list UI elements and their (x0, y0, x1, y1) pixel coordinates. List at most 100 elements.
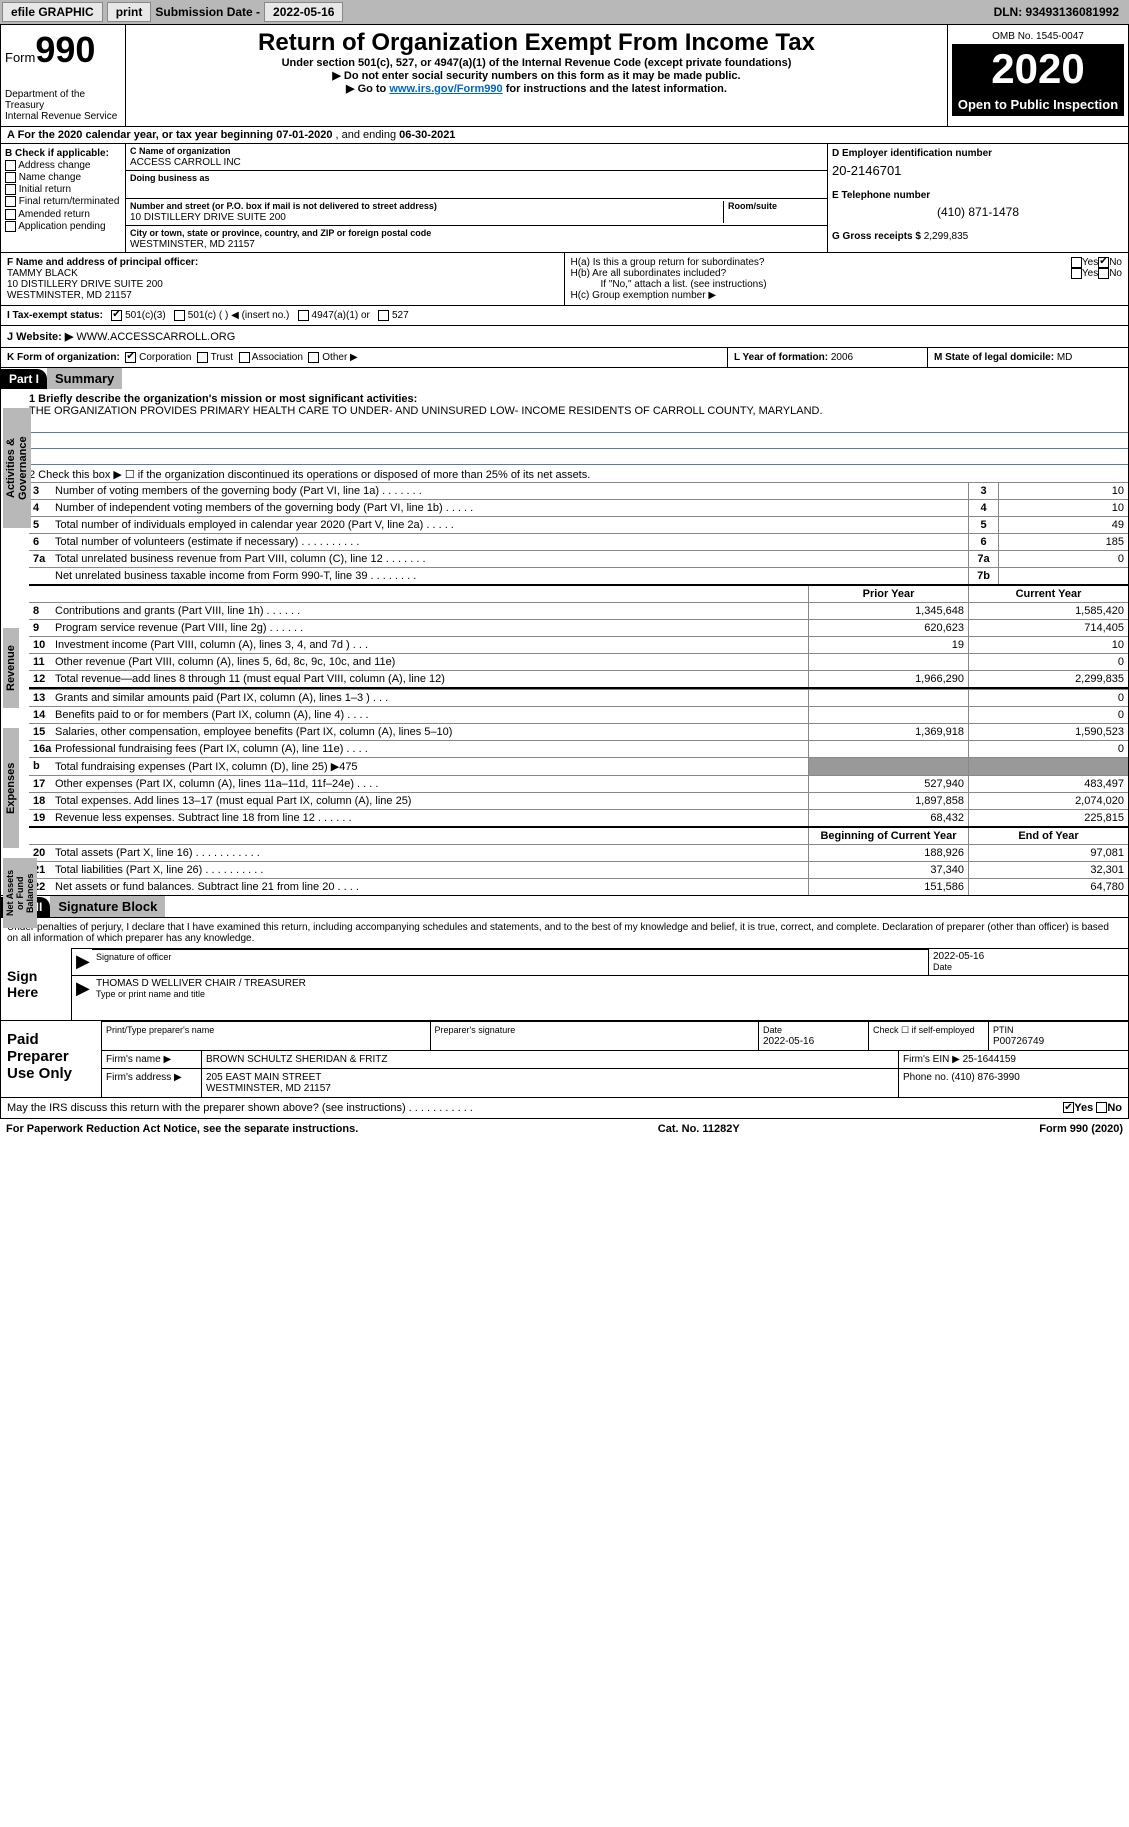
financial-row: 17Other expenses (Part IX, column (A), l… (29, 775, 1128, 792)
financial-row: 9Program service revenue (Part VIII, lin… (29, 619, 1128, 636)
officer-name-title: THOMAS D WELLIVER CHAIR / TREASURER (96, 978, 306, 989)
checkbox-item[interactable]: Application pending (5, 221, 121, 232)
irs-yes-checkbox[interactable] (1063, 1102, 1074, 1113)
prep-sig-label: Preparer's signature (435, 1025, 516, 1035)
firm-addr2: WESTMINSTER, MD 21157 (206, 1083, 331, 1094)
prior-year-hdr: Prior Year (808, 586, 968, 602)
submission-date-label: Submission Date - (155, 5, 260, 19)
open-inspection: Open to Public Inspection (952, 93, 1124, 116)
irs-no-checkbox[interactable] (1096, 1102, 1107, 1113)
opt-501c3: 501(c)(3) (125, 310, 166, 321)
telephone-value: (410) 871-1478 (832, 205, 1124, 219)
yes-label: Yes (1082, 257, 1098, 268)
part1-header: Part I (1, 369, 47, 389)
no-label: No (1109, 257, 1122, 268)
hb-no-checkbox[interactable] (1098, 268, 1109, 279)
form-org-label: K Form of organization: (7, 352, 120, 363)
ha-label: H(a) Is this a group return for subordin… (571, 257, 1071, 268)
firm-ein: 25-1644159 (963, 1054, 1016, 1065)
gross-receipts-label: G Gross receipts $ (832, 231, 924, 242)
no-label-2: No (1109, 268, 1122, 279)
opt-corp: Corporation (139, 352, 191, 363)
form-footer: Form 990 (2020) (1039, 1123, 1123, 1135)
section-bcd: B Check if applicable: Address change Na… (0, 144, 1129, 253)
501c-checkbox[interactable] (174, 310, 185, 321)
checkbox-item[interactable]: Amended return (5, 209, 121, 220)
firm-ein-label: Firm's EIN ▶ (903, 1054, 963, 1065)
financial-row: 11Other revenue (Part VIII, column (A), … (29, 653, 1128, 670)
ptin-value: P00726749 (993, 1036, 1044, 1047)
527-checkbox[interactable] (378, 310, 389, 321)
row-f-h: F Name and address of principal officer:… (0, 253, 1129, 306)
eoy-hdr: End of Year (968, 828, 1128, 844)
self-employed-label: Check ☐ if self-employed (868, 1022, 988, 1050)
ha-yes-checkbox[interactable] (1071, 257, 1082, 268)
summary-row: 5Total number of individuals employed in… (29, 516, 1128, 533)
corp-checkbox[interactable] (125, 352, 136, 363)
tab-expenses: Expenses (3, 728, 19, 848)
trust-checkbox[interactable] (197, 352, 208, 363)
header-bar: efile GRAPHIC print Submission Date - 20… (0, 0, 1129, 24)
line-a-pre: A For the 2020 calendar year, or tax yea… (7, 129, 276, 141)
hb-label: H(b) Are all subordinates included? (571, 268, 1071, 279)
tax-exempt-label: I Tax-exempt status: (7, 310, 103, 321)
checkbox-item[interactable]: Final return/terminated (5, 196, 121, 207)
part2-title: Signature Block (50, 896, 165, 917)
checkbox-item[interactable]: Name change (5, 172, 121, 183)
firm-addr-label: Firm's address ▶ (101, 1069, 201, 1097)
checkbox-item[interactable]: Initial return (5, 184, 121, 195)
financial-row: 21Total liabilities (Part X, line 26) . … (29, 861, 1128, 878)
yes-label-2: Yes (1082, 268, 1098, 279)
print-button[interactable]: print (107, 2, 152, 22)
checkbox-item[interactable]: Address change (5, 160, 121, 171)
ein-value: 20-2146701 (832, 163, 1124, 178)
submission-date: 2022-05-16 (264, 2, 343, 22)
form-label: Form (5, 50, 35, 65)
domicile-label: M State of legal domicile: (934, 352, 1057, 363)
street-address: 10 DISTILLERY DRIVE SUITE 200 (130, 212, 286, 223)
financial-row: 20Total assets (Part X, line 16) . . . .… (29, 844, 1128, 861)
website-label: J Website: ▶ (7, 331, 76, 343)
opt-assoc: Association (252, 352, 303, 363)
ha-no-checkbox[interactable] (1098, 257, 1109, 268)
hb-yes-checkbox[interactable] (1071, 268, 1082, 279)
arrow-icon: ▶ (72, 949, 92, 975)
form-header: Form990 Department of the Treasury Inter… (0, 24, 1129, 127)
dln: DLN: 93493136081992 (994, 5, 1127, 19)
financial-row: 22Net assets or fund balances. Subtract … (29, 878, 1128, 895)
sig-officer-label: Signature of officer (96, 952, 171, 962)
501c3-checkbox[interactable] (111, 310, 122, 321)
form-number: 990 (35, 29, 95, 70)
opt-4947: 4947(a)(1) or (312, 310, 370, 321)
arrow-icon: ▶ (72, 976, 92, 1002)
assoc-checkbox[interactable] (239, 352, 250, 363)
part-2: Part IISignature Block (0, 896, 1129, 918)
firm-name: BROWN SCHULTZ SHERIDAN & FRITZ (201, 1051, 898, 1068)
year-formation-label: L Year of formation: (734, 352, 831, 363)
line-a-mid: , and ending (332, 129, 399, 141)
pra-notice: For Paperwork Reduction Act Notice, see … (6, 1123, 358, 1135)
opt-trust: Trust (211, 352, 233, 363)
officer-addr2: WESTMINSTER, MD 21157 (7, 290, 132, 301)
line1-label: 1 Briefly describe the organization's mi… (29, 393, 417, 405)
part-1: Part ISummary Activities & Governance Re… (0, 368, 1129, 896)
hc-label: H(c) Group exemption number ▶ (571, 290, 1123, 301)
prep-date-label: Date (763, 1025, 782, 1035)
website-value: WWW.ACCESSCARROLL.ORG (76, 331, 235, 343)
mission-text: THE ORGANIZATION PROVIDES PRIMARY HEALTH… (29, 405, 823, 417)
phone-label: Phone no. (903, 1072, 951, 1083)
paid-preparer-label: Paid Preparer Use Only (1, 1021, 101, 1097)
4947-checkbox[interactable] (298, 310, 309, 321)
financial-row: 12Total revenue—add lines 8 through 11 (… (29, 670, 1128, 687)
line-a: A For the 2020 calendar year, or tax yea… (0, 127, 1129, 144)
irs-link[interactable]: www.irs.gov/Form990 (389, 83, 502, 95)
tax-year-begin: 07-01-2020 (276, 129, 332, 141)
financial-row: bTotal fundraising expenses (Part IX, co… (29, 757, 1128, 775)
summary-row: 7aTotal unrelated business revenue from … (29, 550, 1128, 567)
prep-date: 2022-05-16 (763, 1036, 814, 1047)
link-suffix: for instructions and the latest informat… (503, 83, 727, 95)
other-checkbox[interactable] (308, 352, 319, 363)
opt-501c: 501(c) ( ) ◀ (insert no.) (188, 310, 290, 321)
org-name: ACCESS CARROLL INC (130, 157, 241, 168)
dba-label: Doing business as (130, 173, 210, 183)
